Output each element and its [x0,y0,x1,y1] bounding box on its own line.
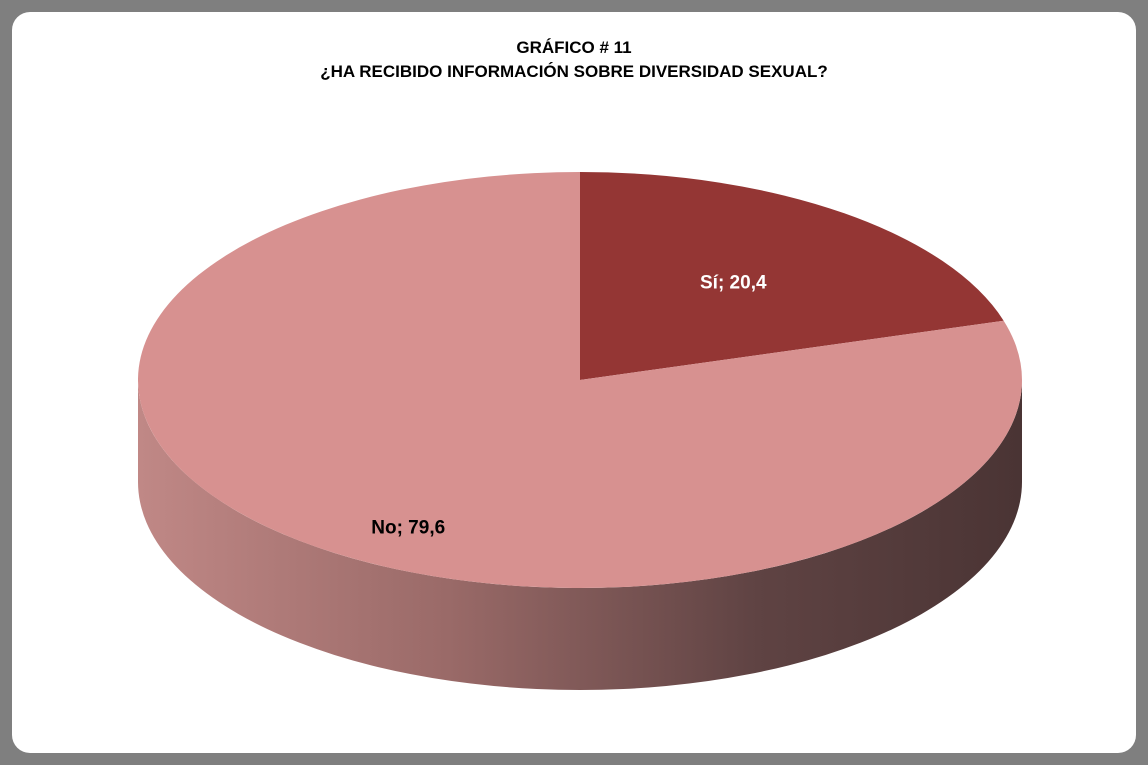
pie-side-wall [138,380,1022,690]
pie-slice-no [138,172,1023,588]
chart-title-block: GRÁFICO # 11 ¿HA RECIBIDO INFORMACIÓN SO… [12,36,1136,84]
chart-subtitle: ¿HA RECIBIDO INFORMACIÓN SOBRE DIVERSIDA… [320,62,828,81]
pie-slice-s- [580,172,1004,380]
data-label-no: No; 79,6 [371,517,445,538]
data-label-s-: Sí; 20,4 [700,272,767,293]
chart-title: GRÁFICO # 11 [516,38,632,57]
